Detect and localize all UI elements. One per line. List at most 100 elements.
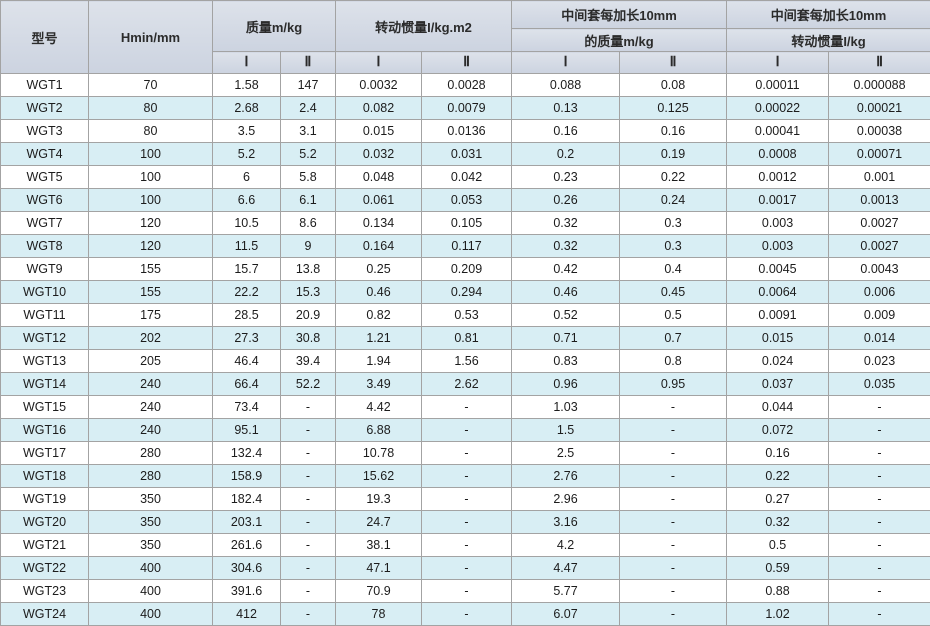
value-cell: - bbox=[422, 557, 512, 580]
value-cell: 15.3 bbox=[281, 281, 336, 304]
model-cell: WGT19 bbox=[1, 488, 89, 511]
value-cell: 28.5 bbox=[213, 304, 281, 327]
value-cell: - bbox=[281, 580, 336, 603]
value-cell: - bbox=[422, 603, 512, 626]
value-cell: 0.42 bbox=[512, 258, 620, 281]
value-cell: 261.6 bbox=[213, 534, 281, 557]
value-cell: 0.3 bbox=[620, 212, 727, 235]
value-cell: 240 bbox=[89, 373, 213, 396]
value-cell: - bbox=[829, 603, 930, 626]
value-cell: 2.62 bbox=[422, 373, 512, 396]
value-cell: 0.0136 bbox=[422, 120, 512, 143]
value-cell: 0.0064 bbox=[727, 281, 829, 304]
value-cell: 4.47 bbox=[512, 557, 620, 580]
model-cell: WGT21 bbox=[1, 534, 89, 557]
value-cell: 20.9 bbox=[281, 304, 336, 327]
value-cell: 0.4 bbox=[620, 258, 727, 281]
value-cell: - bbox=[829, 442, 930, 465]
value-cell: 39.4 bbox=[281, 350, 336, 373]
model-cell: WGT16 bbox=[1, 419, 89, 442]
model-cell: WGT10 bbox=[1, 281, 89, 304]
value-cell: 0.16 bbox=[727, 442, 829, 465]
value-cell: 400 bbox=[89, 603, 213, 626]
value-cell: - bbox=[281, 419, 336, 442]
value-cell: 0.82 bbox=[336, 304, 422, 327]
value-cell: 66.4 bbox=[213, 373, 281, 396]
model-cell: WGT2 bbox=[1, 97, 89, 120]
value-cell: 0.053 bbox=[422, 189, 512, 212]
value-cell: 0.25 bbox=[336, 258, 422, 281]
value-cell: 1.58 bbox=[213, 74, 281, 97]
header-group-ext-mass-line2: 的质量m/kg bbox=[512, 29, 727, 52]
value-cell: 4.42 bbox=[336, 396, 422, 419]
value-cell: 0.048 bbox=[336, 166, 422, 189]
value-cell: 1.56 bbox=[422, 350, 512, 373]
value-cell: 0.22 bbox=[727, 465, 829, 488]
header-group-ext-mass-line1: 中间套每加长10mm bbox=[512, 1, 727, 29]
value-cell: - bbox=[620, 557, 727, 580]
value-cell: 3.5 bbox=[213, 120, 281, 143]
model-cell: WGT7 bbox=[1, 212, 89, 235]
value-cell: 0.00011 bbox=[727, 74, 829, 97]
value-cell: 0.009 bbox=[829, 304, 930, 327]
value-cell: 240 bbox=[89, 419, 213, 442]
value-cell: 27.3 bbox=[213, 327, 281, 350]
value-cell: 120 bbox=[89, 235, 213, 258]
value-cell: 1.21 bbox=[336, 327, 422, 350]
value-cell: - bbox=[829, 511, 930, 534]
subheader-inertia-i: Ⅰ bbox=[336, 52, 422, 74]
value-cell: 6.88 bbox=[336, 419, 422, 442]
value-cell: 0.003 bbox=[727, 212, 829, 235]
value-cell: 0.0043 bbox=[829, 258, 930, 281]
value-cell: - bbox=[620, 511, 727, 534]
value-cell: 2.76 bbox=[512, 465, 620, 488]
value-cell: - bbox=[829, 488, 930, 511]
value-cell: 70.9 bbox=[336, 580, 422, 603]
value-cell: 0.134 bbox=[336, 212, 422, 235]
value-cell: 400 bbox=[89, 580, 213, 603]
subheader-inertia-ii: Ⅱ bbox=[422, 52, 512, 74]
subheader-ext-mass-i: Ⅰ bbox=[512, 52, 620, 74]
value-cell: - bbox=[422, 580, 512, 603]
value-cell: 2.96 bbox=[512, 488, 620, 511]
value-cell: 0.19 bbox=[620, 143, 727, 166]
value-cell: 0.32 bbox=[512, 235, 620, 258]
value-cell: 0.16 bbox=[512, 120, 620, 143]
value-cell: 0.2 bbox=[512, 143, 620, 166]
value-cell: 175 bbox=[89, 304, 213, 327]
value-cell: 0.001 bbox=[829, 166, 930, 189]
value-cell: 80 bbox=[89, 120, 213, 143]
value-cell: 350 bbox=[89, 511, 213, 534]
value-cell: - bbox=[620, 465, 727, 488]
value-cell: 350 bbox=[89, 534, 213, 557]
value-cell: 132.4 bbox=[213, 442, 281, 465]
value-cell: 5.2 bbox=[213, 143, 281, 166]
value-cell: 0.0008 bbox=[727, 143, 829, 166]
value-cell: 0.00041 bbox=[727, 120, 829, 143]
value-cell: 0.125 bbox=[620, 97, 727, 120]
value-cell: 158.9 bbox=[213, 465, 281, 488]
value-cell: - bbox=[281, 396, 336, 419]
value-cell: 3.49 bbox=[336, 373, 422, 396]
value-cell: 0.024 bbox=[727, 350, 829, 373]
value-cell: - bbox=[422, 442, 512, 465]
value-cell: 0.32 bbox=[512, 212, 620, 235]
value-cell: 412 bbox=[213, 603, 281, 626]
subheader-ext-mass-ii: Ⅱ bbox=[620, 52, 727, 74]
value-cell: 350 bbox=[89, 488, 213, 511]
value-cell: 280 bbox=[89, 465, 213, 488]
value-cell: 0.5 bbox=[727, 534, 829, 557]
value-cell: 0.46 bbox=[512, 281, 620, 304]
value-cell: 3.1 bbox=[281, 120, 336, 143]
